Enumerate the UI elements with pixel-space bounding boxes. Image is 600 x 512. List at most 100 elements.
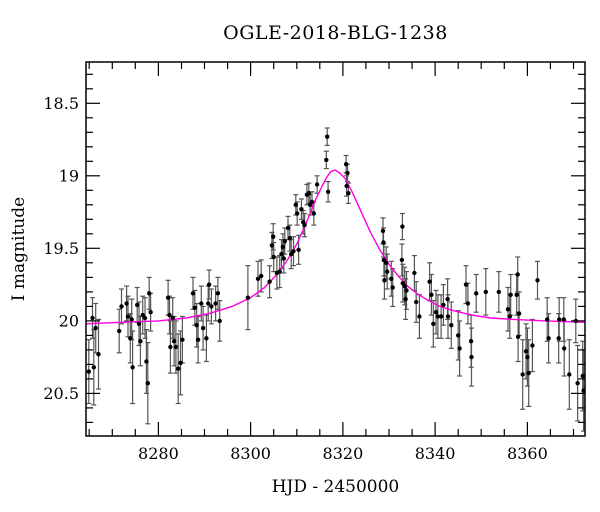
data-point bbox=[433, 310, 439, 315]
data-point bbox=[530, 343, 535, 348]
data-point bbox=[285, 225, 291, 231]
x-tick-label: 8300 bbox=[230, 444, 271, 463]
data-point bbox=[505, 307, 511, 312]
data-point bbox=[194, 323, 199, 328]
data-point bbox=[324, 157, 329, 163]
data-point bbox=[390, 285, 395, 290]
data-point bbox=[345, 170, 350, 176]
data-point bbox=[457, 346, 462, 351]
data-point bbox=[526, 370, 531, 376]
data-point bbox=[463, 282, 469, 287]
x-tick-label: 8360 bbox=[507, 444, 548, 463]
data-point bbox=[523, 349, 529, 354]
data-point bbox=[561, 317, 566, 322]
data-point bbox=[125, 314, 131, 319]
data-point bbox=[96, 352, 101, 357]
data-point bbox=[580, 373, 585, 379]
data-point bbox=[90, 315, 95, 321]
data-point bbox=[535, 278, 540, 283]
data-point bbox=[279, 251, 284, 257]
data-point bbox=[295, 211, 300, 216]
data-point bbox=[412, 270, 417, 276]
data-point bbox=[138, 339, 143, 344]
x-tick-label: 8320 bbox=[323, 444, 364, 463]
x-tick-label: 8340 bbox=[415, 444, 456, 463]
data-point bbox=[190, 291, 196, 296]
y-axis-label: I magnitude bbox=[9, 197, 29, 301]
data-point bbox=[147, 291, 152, 296]
data-point bbox=[520, 372, 525, 377]
data-point bbox=[435, 314, 441, 319]
data-point bbox=[403, 296, 408, 302]
data-point bbox=[474, 291, 479, 296]
data-point bbox=[515, 334, 521, 339]
data-point bbox=[280, 244, 286, 250]
data-point bbox=[581, 388, 585, 393]
data-point bbox=[557, 317, 562, 322]
data-point bbox=[165, 295, 171, 300]
data-point bbox=[277, 269, 282, 274]
data-point bbox=[206, 301, 211, 306]
model-curve-path bbox=[86, 169, 585, 325]
data-point bbox=[287, 236, 292, 241]
data-point bbox=[306, 191, 311, 196]
x-axis-label: HJD - 2450000 bbox=[272, 477, 400, 497]
x-tick-label: 8280 bbox=[138, 444, 179, 463]
data-point bbox=[431, 321, 436, 326]
data-point bbox=[145, 381, 150, 386]
data-point bbox=[516, 311, 522, 316]
data-point bbox=[176, 366, 181, 371]
data-point bbox=[215, 291, 221, 296]
data-point bbox=[117, 328, 122, 334]
data-point bbox=[282, 238, 287, 244]
data-point bbox=[381, 240, 386, 245]
data-point bbox=[129, 317, 134, 322]
chart-title: OGLE-2018-BLG-1238 bbox=[223, 22, 448, 44]
data-point bbox=[168, 344, 173, 350]
data-point bbox=[496, 289, 501, 295]
data-point bbox=[427, 279, 432, 284]
tick-labels: 8280 8300 8320 8340 8360 18.5 19 19.5 20 20.5 bbox=[43, 94, 547, 463]
data-point bbox=[281, 256, 286, 261]
data-point bbox=[385, 269, 390, 274]
data-point bbox=[180, 337, 185, 342]
data-point bbox=[245, 295, 251, 300]
data-point bbox=[293, 202, 298, 207]
data-point bbox=[259, 273, 264, 279]
data-point bbox=[178, 360, 183, 366]
data-point bbox=[441, 302, 446, 308]
data-point bbox=[213, 301, 218, 306]
data-point bbox=[271, 234, 276, 239]
model-curve bbox=[86, 169, 585, 325]
data-point bbox=[325, 134, 330, 139]
data-point bbox=[449, 323, 454, 328]
data-point bbox=[204, 336, 209, 341]
data-point bbox=[267, 279, 272, 284]
plot-frame bbox=[85, 61, 586, 437]
data-point bbox=[135, 302, 140, 308]
data-point bbox=[545, 317, 550, 322]
data-point bbox=[128, 336, 133, 341]
data-point bbox=[575, 381, 580, 386]
data-point bbox=[195, 337, 201, 342]
data-point bbox=[144, 359, 149, 364]
data-point bbox=[255, 276, 261, 281]
data-point bbox=[346, 191, 351, 196]
data-point bbox=[429, 292, 434, 297]
data-point bbox=[206, 282, 212, 287]
data-point bbox=[217, 318, 222, 324]
data-point bbox=[171, 339, 177, 344]
data-point bbox=[507, 314, 512, 319]
data-point bbox=[314, 182, 320, 187]
data-point bbox=[311, 211, 316, 216]
y-tick-label: 19.5 bbox=[43, 239, 79, 258]
data-point bbox=[119, 304, 124, 309]
error-bars bbox=[86, 127, 585, 432]
data-point bbox=[148, 310, 153, 315]
data-point bbox=[389, 276, 394, 281]
data-point bbox=[309, 199, 315, 205]
data-point bbox=[167, 312, 172, 318]
data-point bbox=[299, 207, 304, 212]
